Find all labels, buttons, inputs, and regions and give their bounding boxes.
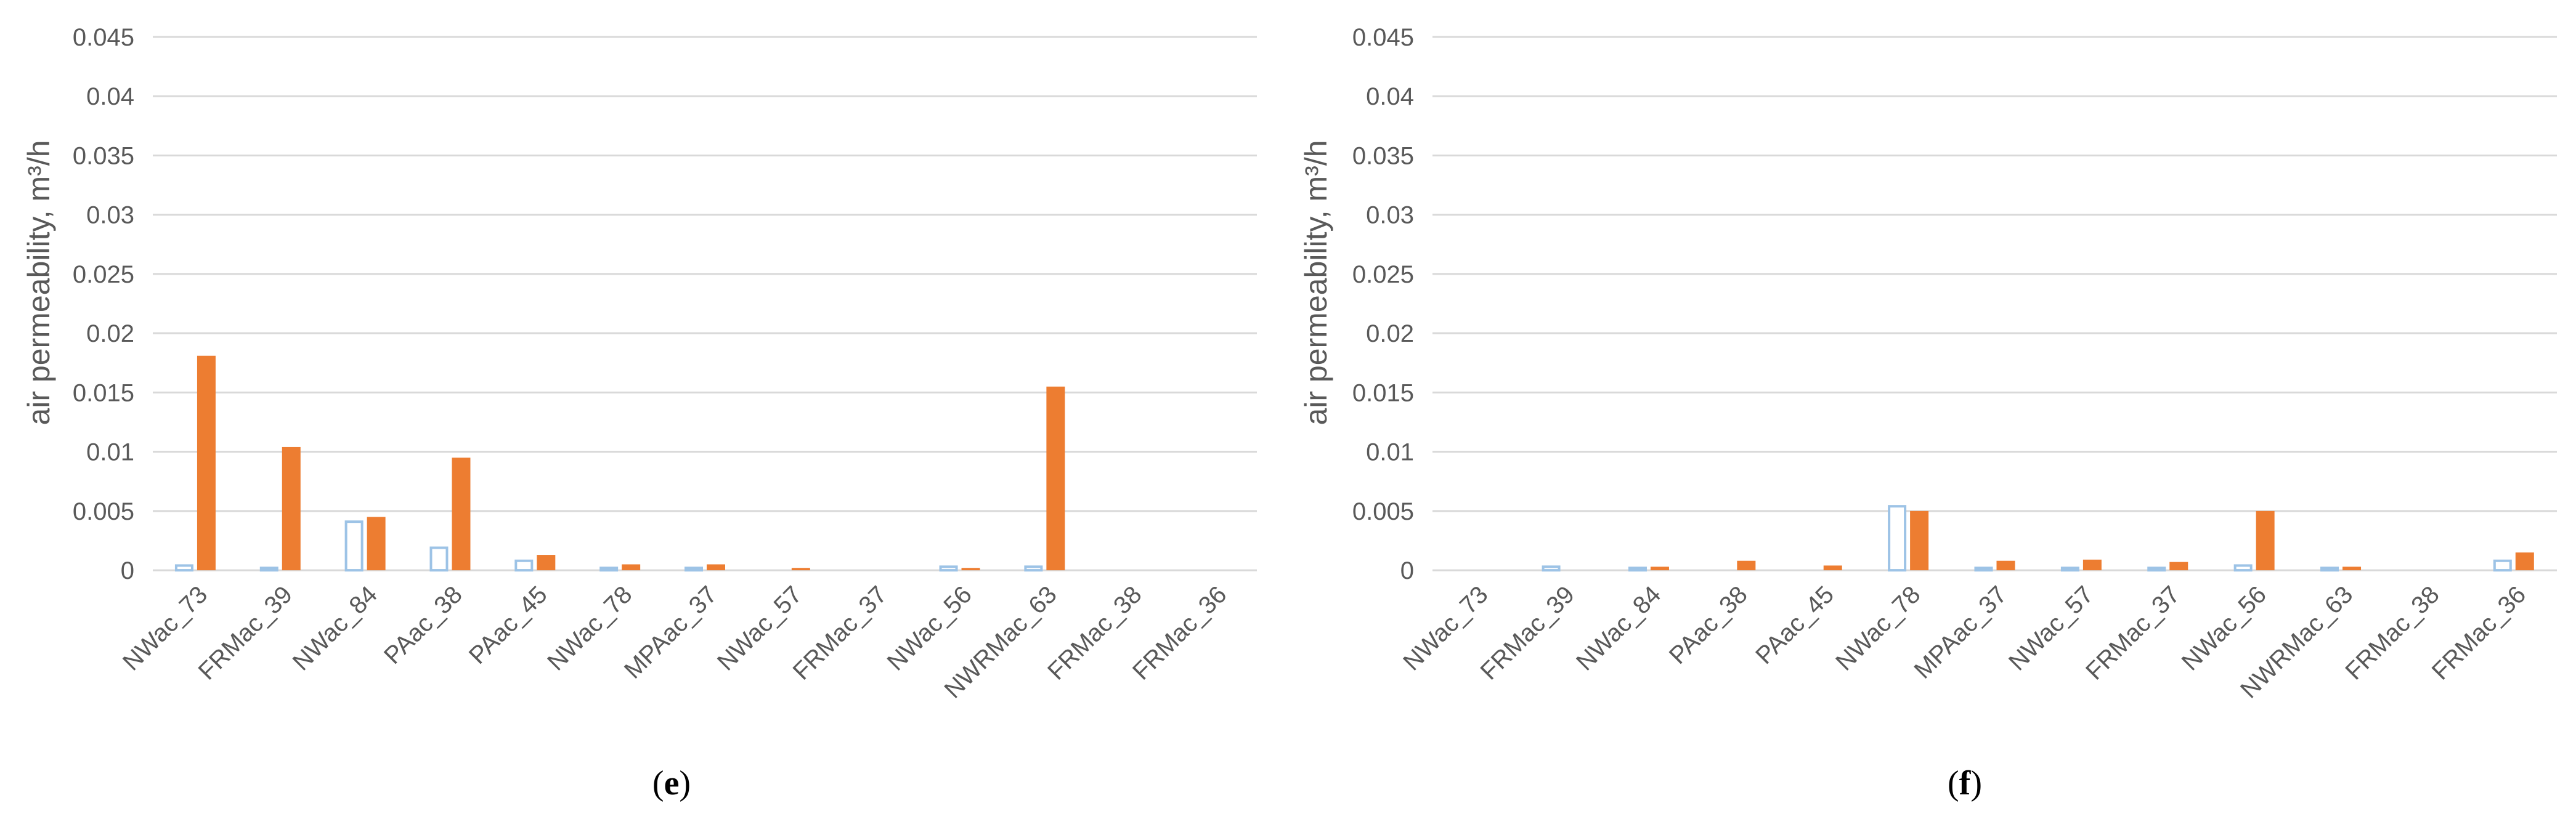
x-tick-label: MPAac_37 (1909, 581, 2012, 684)
bar-series-1 (939, 565, 958, 572)
bar-series-1 (2147, 567, 2166, 572)
bar-series-2 (707, 564, 725, 571)
x-tick-label: PAac_45 (1750, 581, 1839, 669)
bar-series-2 (197, 355, 216, 571)
y-tick-label: 0.01 (1366, 439, 1414, 466)
bar-series-2 (622, 564, 641, 571)
bar-series-1 (2060, 567, 2079, 572)
y-tick-label: 0.02 (86, 320, 134, 347)
bar-series-2 (452, 458, 471, 571)
y-tick-label: 0.04 (86, 83, 134, 110)
bar-series-1 (685, 567, 703, 572)
bar-series-2 (2082, 559, 2102, 571)
bar-series-2 (961, 568, 980, 571)
x-tick-label: PAac_38 (1664, 581, 1753, 669)
bar-series-1 (1974, 567, 1993, 572)
y-axis-label: air permeability, m³/h (1299, 140, 1333, 425)
bar-series-1 (599, 567, 619, 572)
x-tick-label: NWac_84 (288, 581, 383, 676)
y-tick-label: 0.035 (1352, 142, 1414, 169)
bar-series-2 (1910, 510, 1929, 571)
bar-series-2 (537, 555, 556, 571)
y-tick-label: 0.015 (73, 379, 134, 406)
bar-series-2 (2169, 562, 2188, 571)
bar-series-1 (1888, 505, 1907, 572)
x-tick-label: FRMac_36 (2427, 581, 2531, 685)
bar-series-2 (2342, 567, 2362, 571)
bar-series-2 (1046, 386, 1065, 571)
bar-series-1 (1542, 565, 1561, 572)
y-tick-label: 0.005 (1352, 498, 1414, 525)
y-tick-label: 0.025 (1352, 261, 1414, 288)
y-tick-label: 0.045 (73, 24, 134, 51)
bar-series-1 (174, 564, 193, 572)
bar-series-1 (2233, 564, 2253, 572)
y-tick-label: 0.015 (1352, 379, 1414, 406)
bar-series-1 (1024, 565, 1043, 572)
bar-series-1 (514, 559, 534, 572)
bar-series-2 (1650, 567, 1669, 571)
y-tick-label: 0.035 (73, 142, 134, 169)
y-tick-label: 0 (1400, 557, 1414, 584)
bar-series-1 (344, 520, 364, 572)
panel-letter: f (1959, 764, 1972, 802)
bar-series-2 (367, 517, 386, 571)
x-tick-label: FRMac_39 (1476, 581, 1580, 685)
y-tick-label: 0.03 (1366, 202, 1414, 229)
y-tick-label: 0.005 (73, 498, 134, 525)
x-tick-label: NWac_84 (1571, 581, 1666, 676)
y-tick-label: 0.02 (1366, 320, 1414, 347)
chart-panel-e: air permeability, m³/h (e) 0 0.005 0.01 0.0… (22, 24, 1257, 802)
bar-series-2 (2256, 510, 2275, 571)
x-tick-label: FRMac_37 (2081, 581, 2185, 685)
bar-series-1 (259, 567, 278, 572)
bar-series-2 (1737, 560, 1756, 571)
bar-series-2 (1823, 565, 1842, 571)
y-axis-label: air permeability, m³/h (22, 140, 56, 425)
bar-series-1 (2493, 559, 2512, 572)
bar-series-2 (1996, 560, 2015, 571)
bar-series-2 (282, 446, 301, 571)
y-tick-label: 0 (121, 557, 134, 584)
panel-letter: e (664, 764, 680, 802)
y-tick-label: 0.03 (86, 202, 134, 229)
panel-label-f: (f) (1948, 764, 1982, 802)
x-tick-label: PAac_38 (379, 581, 468, 669)
x-tick-label: FRMac_38 (2340, 581, 2444, 685)
bar-series-1 (429, 546, 449, 572)
bar-series-1 (2320, 567, 2339, 572)
y-tick-label: 0.025 (73, 261, 134, 288)
y-tick-label: 0.01 (86, 439, 134, 466)
bar-series-2 (2515, 552, 2534, 571)
panel-label-e: (e) (652, 764, 691, 802)
x-tick-label: MPAac_37 (619, 581, 722, 684)
bar-series-1 (1628, 567, 1647, 572)
chart-panel-f: air permeability, m³/h (f) 0 0.005 0.01 0.0… (1299, 24, 2557, 802)
bar-series-2 (791, 568, 810, 571)
x-tick-label: PAac_45 (464, 581, 553, 669)
y-tick-label: 0.04 (1366, 83, 1414, 110)
y-tick-label: 0.045 (1352, 24, 1414, 51)
